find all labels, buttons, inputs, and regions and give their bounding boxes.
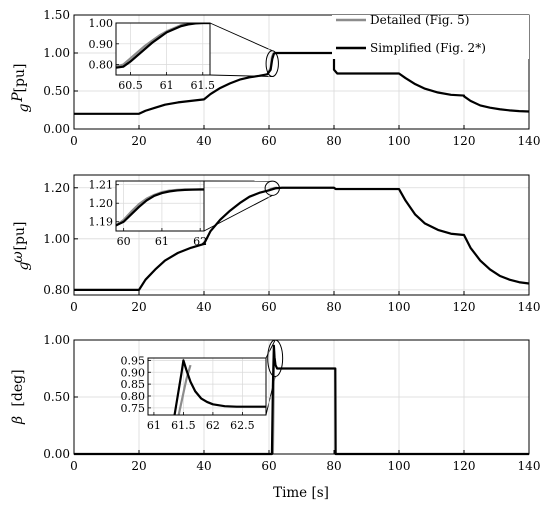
beta-xtick-label: 140 — [518, 459, 541, 473]
pg-inset-xtick-label: 60.5 — [118, 79, 143, 92]
legend-background — [332, 15, 529, 59]
beta-inset-xtick-label: 61 — [147, 419, 161, 432]
wg-xtick-label: 140 — [518, 300, 541, 314]
wg-axes-frame — [73, 174, 530, 296]
wg-ylabel-main: ω — [10, 251, 26, 263]
beta-inset-frame — [147, 357, 267, 416]
pg-xtick-label: 80 — [326, 134, 341, 148]
beta-xtick-label: 20 — [131, 459, 146, 473]
beta-inset-xtick-label: 62.5 — [230, 419, 255, 432]
pg-ytick-label: 0.50 — [43, 84, 70, 98]
pg-xtick-label: 0 — [70, 134, 78, 148]
wg-inset-ytick-label: 1.21 — [89, 179, 114, 192]
pg-inset-ytick-label: 0.80 — [89, 59, 114, 72]
wg-xtick-label: 60 — [261, 300, 276, 314]
wg-ylabel-unit: [pu] — [12, 222, 28, 251]
pg-ytick-label: 1.00 — [43, 46, 70, 60]
beta-inset-ytick-label: 0.80 — [121, 390, 146, 403]
pg-inset-ytick-label: 0.90 — [89, 38, 114, 51]
beta-inset-ytick-label: 0.85 — [121, 378, 146, 391]
wg-inset-xtick-label: 61 — [155, 235, 169, 248]
legend-detailed-label: Detailed (Fig. 5) — [370, 13, 469, 27]
wg-ytick-label: 0.80 — [43, 283, 70, 297]
pg-ylabel-main: P — [10, 92, 26, 103]
beta-inset-series — [173, 359, 266, 415]
beta-ytick-label: 0.00 — [43, 447, 70, 461]
wg-inset: 60 61 62 1.19 1.20 1.21 — [89, 179, 208, 248]
pg-ytick-label: 1.50 — [43, 8, 70, 22]
wg-inset-series-line — [116, 188, 204, 227]
time-xlabel: Time [s] — [273, 485, 329, 501]
pg-inset: 60.5 61 61.5 0.80 0.90 1.00 — [89, 17, 216, 92]
pg-inset-xtick-label: 61 — [160, 79, 174, 92]
beta-inset-ytick-label: 0.95 — [121, 354, 146, 367]
wg-xtick-label: 0 — [70, 300, 78, 314]
wg-xtick-label: 100 — [388, 300, 411, 314]
wg-zoom-ellipse — [264, 180, 280, 196]
wg-inset-ytick-label: 1.19 — [89, 216, 114, 229]
pg-inset-series-line — [116, 23, 210, 69]
beta-ytick-label: 0.50 — [43, 390, 70, 404]
wg-inset-xtick-label: 62 — [193, 235, 207, 248]
pg-zoom-ellipse — [265, 50, 279, 78]
beta-zoom-ellipse — [267, 339, 284, 377]
wg-xtick-label: 120 — [453, 300, 476, 314]
beta-inset-series-line — [177, 364, 192, 415]
beta-inset: 61 61.5 62 62.5 0.750.800.850.900.95 — [121, 354, 267, 432]
plots-layer: 0 20 40 60 80 100 120 140 0.00 0.50 1.00 1.50 60.5 61… — [43, 8, 540, 473]
wg-ytick-label: 1.20 — [43, 181, 70, 195]
legend: Detailed (Fig. 5) Simplified (Fig. 2*) — [332, 13, 529, 59]
pg-xtick-label: 60 — [261, 134, 276, 148]
beta-ylabel-main: β — [10, 416, 26, 425]
beta-ytick-label: 1.00 — [43, 333, 70, 347]
wg-ytick-label: 1.00 — [43, 232, 70, 246]
wg-inset-ytick-label: 1.20 — [89, 197, 114, 210]
legend-simplified-label: Simplified (Fig. 2*) — [370, 41, 486, 55]
beta-xtick-label: 40 — [196, 459, 211, 473]
pg-inset-frame — [115, 22, 211, 76]
wg-inset-series — [116, 188, 204, 227]
pg-ylabel-sub: g — [16, 103, 32, 112]
beta-inset-ytick-label: 0.75 — [121, 402, 146, 415]
beta-xtick-label: 100 — [388, 459, 411, 473]
beta-xtick-label: 80 — [326, 459, 341, 473]
wg-xtick-label: 40 — [196, 300, 211, 314]
pg-ylabel-unit: [pu] — [12, 64, 28, 93]
pg-zoom-connector — [209, 22, 273, 52]
pg-xtick-label: 40 — [196, 134, 211, 148]
pg-xtick-label: 120 — [453, 134, 476, 148]
wg-xtick-label: 20 — [131, 300, 146, 314]
beta-panel: 0 20 40 60 80 100 120 140 0.00 0.50 1.00 61 61.5 62 62… — [43, 333, 540, 473]
beta-xtick-label: 120 — [453, 459, 476, 473]
wg-xtick-label: 80 — [326, 300, 341, 314]
pg-inset-ytick-label: 1.00 — [89, 17, 114, 30]
wg-panel: 0 20 40 60 80 100 120 140 0.80 1.00 1.20 60 61 62 1.19… — [43, 174, 541, 314]
beta-inset-xtick-label: 61.5 — [171, 419, 196, 432]
beta-inset-xtick-label: 62 — [206, 419, 220, 432]
pg-inset-xtick-label: 61.5 — [191, 79, 216, 92]
beta-xtick-label: 60 — [261, 459, 276, 473]
wg-ylabel-sub: g — [16, 261, 32, 270]
wg-series-line — [74, 186, 530, 291]
pg-ytick-label: 0.00 — [43, 122, 70, 136]
beta-inset-ytick-label: 0.90 — [121, 366, 146, 379]
beta-inset-series-line — [173, 359, 266, 415]
pg-inset-bg — [116, 23, 210, 75]
wg-inset-frame — [115, 180, 205, 232]
beta-series-line — [74, 344, 529, 456]
pg-xtick-label: 140 — [518, 134, 541, 148]
wg-inset-xtick-label: 60 — [117, 235, 131, 248]
pg-xtick-label: 20 — [131, 134, 146, 148]
pg-xtick-label: 100 — [388, 134, 411, 148]
beta-ylabel-unit: [deg] — [10, 369, 26, 406]
pg-axes-frame — [73, 14, 530, 130]
beta-xtick-label: 0 — [70, 459, 78, 473]
beta-inset-bg — [148, 358, 266, 415]
